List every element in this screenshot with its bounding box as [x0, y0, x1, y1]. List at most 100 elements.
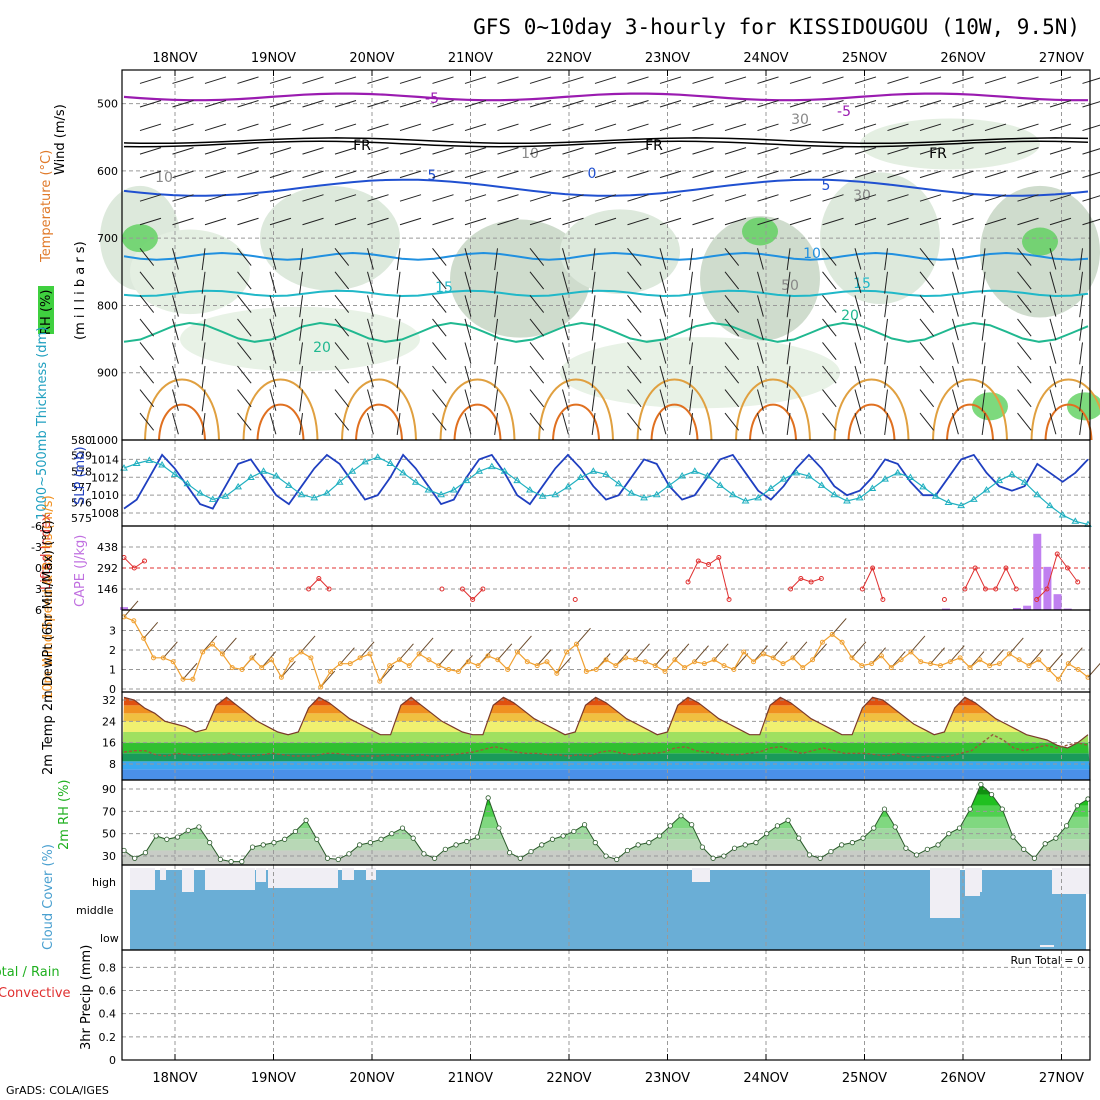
wind-barb-10m: [261, 651, 277, 668]
li-marker: [798, 576, 804, 581]
wind-marker: [977, 657, 983, 663]
rh-marker: [742, 842, 748, 848]
wind-marker: [485, 653, 491, 659]
cloud-gap: [692, 868, 710, 882]
wind-marker: [849, 655, 855, 661]
wind-barb: [432, 194, 454, 202]
li-marker: [706, 562, 712, 567]
li-marker: [808, 579, 814, 585]
cape-bar: [1033, 533, 1042, 610]
panel5-ylabels: 2m Temp 2m DewPt (6hr Min/Max) (°C): [41, 520, 56, 775]
wind-barb: [172, 100, 194, 108]
wind-barb: [172, 412, 179, 435]
wind-barb: [562, 342, 569, 364]
wind-barb: [464, 76, 487, 84]
isotherm-minus5: [123, 92, 1088, 102]
rh-tick-label: 30: [102, 850, 116, 863]
wind-barb: [724, 295, 740, 313]
wind-barb: [139, 318, 155, 337]
rh-marker: [614, 856, 620, 863]
wind-barb: [822, 247, 837, 266]
li-tick-label: 0: [35, 562, 42, 575]
wind-barb: [1017, 123, 1039, 132]
wind-barb: [269, 365, 277, 388]
wind-marker: [554, 670, 560, 676]
thickness-marker: [678, 471, 686, 479]
wind-barb: [464, 271, 472, 294]
wind-barb: [237, 271, 252, 290]
wind-barb: [854, 123, 877, 132]
wind-barb: [981, 295, 986, 318]
wind-barb: [494, 342, 498, 365]
freezing-line: [123, 137, 1089, 145]
wind-marker: [377, 678, 383, 684]
wind-barb-10m: [418, 637, 434, 655]
rh-band: [122, 784, 1090, 795]
wind-barb-10m: [1028, 649, 1044, 666]
wind-barb: [529, 123, 552, 132]
panel-frame-4: [121, 609, 1091, 693]
wind-barb: [201, 413, 206, 435]
wind-marker: [869, 661, 875, 667]
wind-barb: [952, 389, 959, 411]
thickness-marker: [868, 484, 877, 491]
thickness-marker: [424, 486, 433, 493]
contour-label: 10: [155, 170, 173, 186]
wind-marker: [210, 641, 216, 647]
wind-barb: [396, 318, 401, 341]
wind-barb: [367, 389, 374, 411]
wind-marker: [682, 665, 688, 671]
rh-marker: [860, 835, 866, 841]
wind-barb: [786, 413, 791, 435]
thickness-marker: [931, 492, 940, 499]
wind-marker: [259, 665, 265, 671]
wind-barb: [172, 147, 194, 155]
wind-marker: [416, 651, 422, 657]
wind-barb: [689, 365, 693, 388]
rh-marker: [753, 840, 759, 846]
wind-barb: [786, 271, 791, 294]
wind-barb: [464, 123, 487, 132]
wind-barb: [822, 318, 837, 337]
rh-marker: [432, 855, 438, 861]
wind-barb: [139, 100, 162, 108]
thickness-marker: [335, 478, 344, 485]
wind-marker: [1046, 667, 1052, 673]
rh-marker: [839, 842, 845, 848]
thickness-marker: [690, 467, 699, 474]
wind-barb: [981, 271, 986, 294]
cape-bar: [1053, 594, 1062, 610]
wind-barb: [1079, 271, 1083, 294]
wind-barb: [432, 123, 454, 132]
wind-barb: [529, 194, 552, 202]
wind-barb: [1082, 101, 1100, 108]
wind-barb: [822, 170, 844, 179]
precip-tick-label: 0.4: [99, 1008, 117, 1021]
millibars-label: (m i l l i b a r s): [73, 241, 88, 340]
wind-marker: [908, 649, 914, 655]
wind-barb: [1079, 365, 1083, 388]
slp-line: [123, 453, 1089, 510]
wind-barb: [562, 365, 569, 388]
wind-barb: [237, 194, 259, 202]
date-label-top: 20NOV: [349, 51, 394, 66]
thickness-tick-label: 575: [71, 512, 92, 525]
wind-barb: [887, 194, 909, 202]
thickness-marker: [323, 489, 331, 496]
wind-barb: [399, 123, 422, 132]
li-marker: [131, 565, 137, 571]
thickness-marker: [221, 492, 230, 499]
rh-marker: [1021, 846, 1027, 852]
li-marker: [1034, 597, 1040, 602]
wind-barb: [1079, 389, 1083, 412]
wind-barb: [1017, 389, 1032, 408]
wind-barb-10m: [182, 662, 198, 680]
wind-barb: [984, 170, 1007, 179]
wind-barb: [1079, 342, 1083, 365]
wind-barb: [396, 365, 401, 388]
rh-marker: [956, 825, 963, 831]
li-marker: [306, 586, 312, 592]
wind-barb: [786, 248, 791, 271]
wind-barb: [399, 100, 422, 108]
isotherm-5: [123, 178, 1089, 197]
